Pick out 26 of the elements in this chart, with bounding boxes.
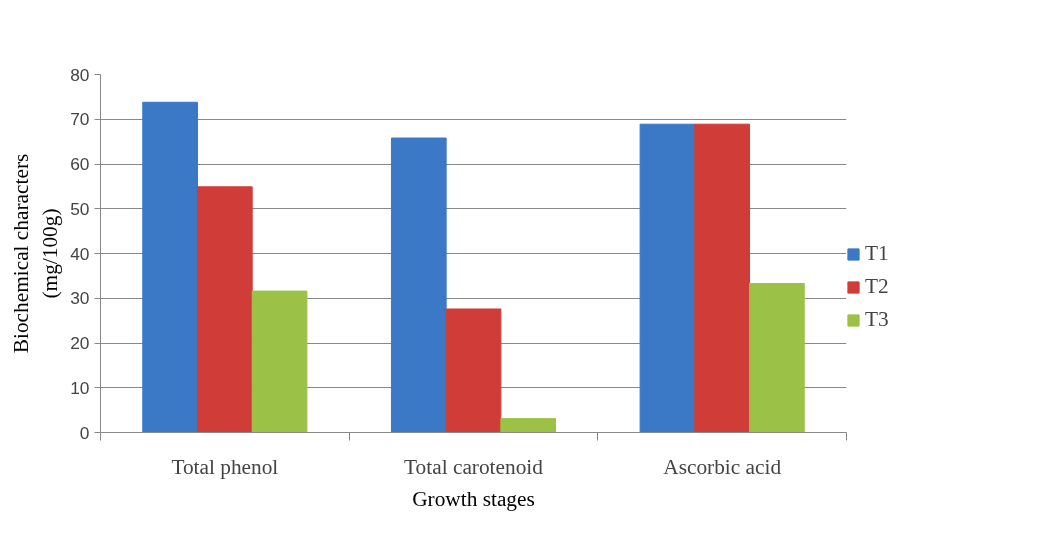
bar	[142, 101, 198, 433]
bar	[251, 290, 308, 433]
x-tick-label: Ascorbic acid	[663, 454, 782, 479]
y-tick-label: 0	[79, 422, 90, 443]
legend-label: T2	[865, 274, 889, 299]
y-tick-label: 70	[70, 109, 90, 130]
x-tick-label: Total carotenoid	[404, 454, 544, 479]
y-tick-label: 50	[70, 198, 90, 219]
bar	[445, 308, 502, 433]
bar	[639, 123, 696, 433]
bar	[694, 123, 751, 433]
y-tick-label: 60	[70, 154, 90, 174]
legend-label: T1	[865, 241, 889, 266]
x-axis-title: Growth stages	[412, 486, 535, 511]
bar	[196, 186, 253, 433]
bar	[390, 137, 447, 433]
x-tick-label: Total phenol	[171, 454, 279, 479]
bar	[749, 282, 805, 433]
bar	[500, 418, 557, 433]
y-tick-label: 30	[70, 288, 90, 309]
legend-label: T3	[865, 307, 889, 332]
y-tick-label: 80	[70, 64, 90, 85]
y-tick-label: 10	[70, 377, 90, 398]
y-axis-title: Biochemical characters (mg/100g)	[9, 153, 63, 354]
y-tick-label: 20	[70, 333, 90, 353]
y-tick-label: 40	[70, 243, 90, 264]
